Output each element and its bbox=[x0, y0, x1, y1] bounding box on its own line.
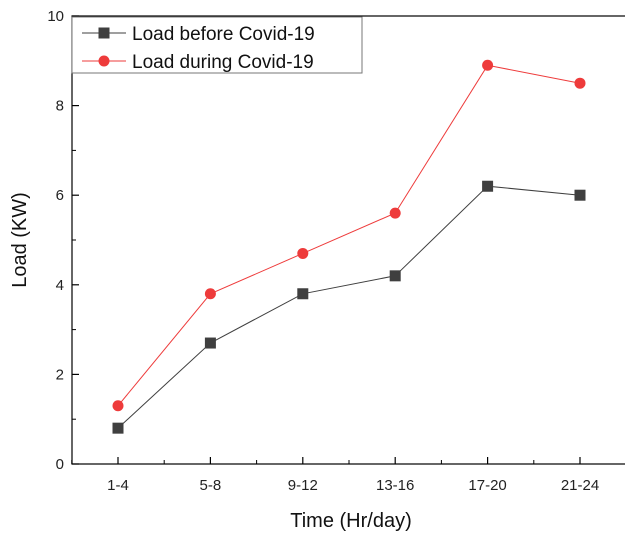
legend-box bbox=[71, 16, 363, 74]
y-tick-label: 0 bbox=[56, 456, 64, 473]
x-tick-label: 21-24 bbox=[561, 477, 599, 494]
y-axis-title: Load (KW) bbox=[9, 192, 31, 288]
y-tick-label: 8 bbox=[56, 98, 64, 115]
plot-frame bbox=[71, 15, 625, 465]
data-point-square bbox=[297, 288, 309, 300]
data-point-circle bbox=[297, 247, 309, 259]
series-markers bbox=[112, 59, 586, 434]
x-tick-label: 13-16 bbox=[376, 477, 414, 494]
data-point-circle bbox=[204, 288, 216, 300]
data-point-circle bbox=[574, 77, 586, 89]
y-tick-label: 4 bbox=[56, 277, 64, 294]
data-point-square bbox=[112, 422, 124, 434]
legend-label-during: Load during Covid-19 bbox=[132, 52, 314, 73]
data-point-square bbox=[482, 180, 494, 192]
x-tick-label: 5-8 bbox=[200, 477, 222, 494]
data-point-circle bbox=[112, 400, 124, 412]
y-axis: 0 2 4 6 8 10 bbox=[47, 8, 79, 473]
data-point-square bbox=[204, 337, 216, 349]
x-tick-label: 9-12 bbox=[288, 477, 318, 494]
legend-label-before: Load before Covid-19 bbox=[132, 24, 315, 45]
legend-marker-during bbox=[98, 55, 110, 67]
data-point-circle bbox=[389, 207, 401, 219]
data-point-square bbox=[574, 189, 586, 201]
series-line-1 bbox=[117, 64, 581, 407]
x-axis-title: Time (Hr/day) bbox=[290, 510, 411, 532]
data-point-square bbox=[389, 270, 401, 282]
data-point-circle bbox=[482, 59, 494, 71]
y-tick-label: 2 bbox=[56, 366, 64, 383]
legend-marker-before bbox=[98, 27, 110, 39]
legend: Load before Covid-19 Load during Covid-1… bbox=[71, 16, 363, 74]
x-axis: 1-4 5-8 9-12 13-16 17-20 21-24 bbox=[71, 457, 599, 494]
series-lines bbox=[117, 64, 581, 429]
y-tick-label: 6 bbox=[56, 187, 64, 204]
x-tick-label: 1-4 bbox=[107, 477, 129, 494]
x-tick-label: 17-20 bbox=[468, 477, 506, 494]
series-line-0 bbox=[117, 185, 581, 429]
y-tick-label: 10 bbox=[47, 8, 64, 25]
